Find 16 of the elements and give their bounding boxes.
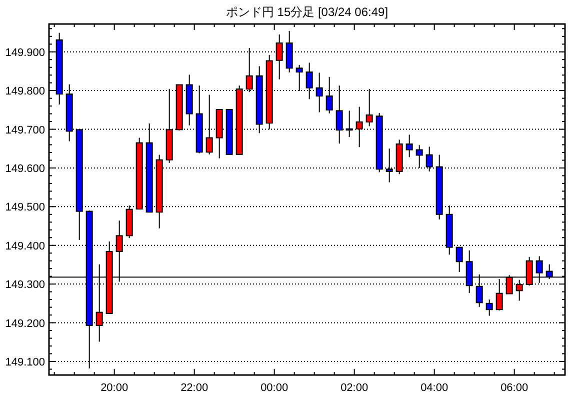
y-tick-label: 149.500 (5, 202, 45, 214)
y-tick-label: 149.200 (5, 318, 45, 330)
y-tick-label: 149.600 (5, 162, 45, 175)
x-tick-label: 22:00 (180, 382, 208, 394)
x-tick-label: 02:00 (340, 382, 368, 394)
x-tick-label: 06:00 (500, 382, 528, 394)
x-tick-label: 20:00 (100, 382, 128, 394)
title: ポンド円 15分足 [03/24 06:49] (226, 5, 388, 19)
x-tick-label: 00:00 (260, 382, 288, 394)
y-tick-label: 149.900 (5, 46, 45, 59)
y-tick-label: 149.700 (5, 124, 45, 136)
y-tick-label: 149.100 (5, 356, 45, 368)
y-tick-label: 149.800 (5, 86, 45, 98)
y-tick-label: 149.300 (5, 279, 45, 292)
x-tick-label: 04:00 (420, 382, 448, 394)
y-tick-label: 149.400 (5, 240, 45, 252)
